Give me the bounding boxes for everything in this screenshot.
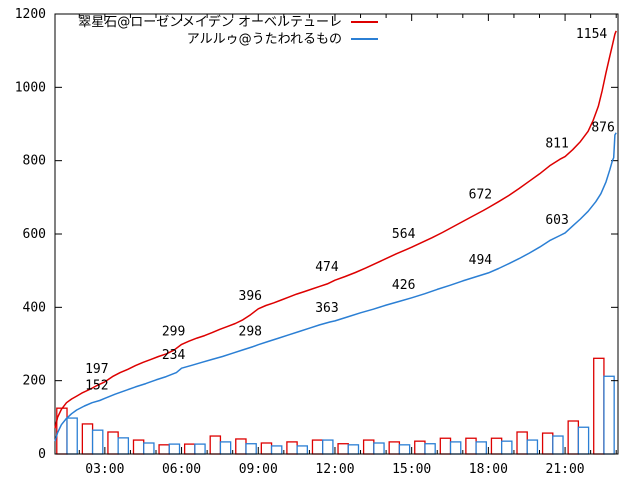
point-label-363: 363 bbox=[315, 301, 338, 316]
x-tick-label: 18:00 bbox=[469, 462, 508, 477]
hourly-bar-red bbox=[593, 357, 605, 455]
point-label-298: 298 bbox=[239, 325, 262, 340]
point-label-152: 152 bbox=[85, 378, 108, 393]
hourly-bar-blue bbox=[66, 417, 78, 455]
hourly-bar-red bbox=[465, 437, 477, 455]
hourly-bar-red bbox=[286, 441, 298, 455]
hourly-bar-blue bbox=[347, 444, 360, 455]
point-label-396: 396 bbox=[239, 289, 262, 304]
y-tick-label: 800 bbox=[23, 154, 46, 169]
legend-line-sample-blue bbox=[351, 37, 378, 40]
x-tick-label: 21:00 bbox=[546, 462, 585, 477]
point-label-876: 876 bbox=[591, 121, 614, 136]
hourly-bar-red bbox=[209, 435, 222, 455]
series-line-blue bbox=[54, 132, 617, 442]
point-label-299: 299 bbox=[162, 324, 185, 339]
hourly-bar-blue bbox=[552, 435, 564, 455]
hourly-bar-blue bbox=[373, 442, 385, 455]
hourly-bar-red bbox=[414, 440, 426, 455]
x-tick-label: 12:00 bbox=[315, 462, 354, 477]
hourly-bar-red bbox=[362, 439, 375, 455]
hourly-bar-blue bbox=[424, 443, 436, 455]
legend-line-sample-red bbox=[351, 20, 378, 23]
hourly-bar-red bbox=[260, 442, 273, 455]
hourly-bar-blue bbox=[117, 437, 130, 455]
legend-row-red: 翠星石@ローゼンメイデン オーベルテューレ bbox=[78, 12, 378, 30]
point-label-234: 234 bbox=[162, 348, 186, 363]
point-label-603: 603 bbox=[545, 213, 568, 228]
y-tick-label: 1000 bbox=[15, 80, 46, 95]
hourly-bar-blue bbox=[398, 444, 411, 455]
y-tick-label: 600 bbox=[23, 227, 46, 242]
hourly-bar-blue bbox=[603, 375, 615, 455]
hourly-bar-red bbox=[81, 423, 94, 455]
hourly-bar-red bbox=[490, 437, 503, 455]
hourly-bar-blue bbox=[449, 441, 462, 455]
point-label-474: 474 bbox=[315, 260, 339, 275]
hourly-bar-red bbox=[158, 444, 170, 455]
y-tick-label: 0 bbox=[38, 447, 46, 462]
hourly-bar-blue bbox=[91, 429, 104, 455]
hourly-bar-blue bbox=[322, 439, 334, 455]
series-line-red bbox=[54, 30, 617, 429]
hourly-bar-red bbox=[311, 439, 324, 455]
hourly-bar-red bbox=[183, 443, 196, 455]
x-tick-label: 15:00 bbox=[392, 462, 431, 477]
hourly-bar-blue bbox=[577, 426, 590, 455]
hourly-bar-red bbox=[107, 431, 119, 455]
hourly-bar-blue bbox=[296, 445, 309, 455]
x-tick-label: 06:00 bbox=[162, 462, 201, 477]
hourly-bar-blue bbox=[168, 443, 181, 455]
point-label-494: 494 bbox=[469, 253, 493, 268]
point-label-426: 426 bbox=[392, 278, 415, 293]
y-tick-label: 400 bbox=[23, 300, 46, 315]
hourly-bar-red bbox=[337, 443, 349, 455]
y-tick-label: 1200 bbox=[15, 7, 46, 22]
legend: 翠星石@ローゼンメイデン オーベルテューレ アルルゥ@うたわれるもの bbox=[78, 12, 378, 47]
hourly-bar-blue bbox=[501, 440, 513, 455]
hourly-bar-blue bbox=[526, 439, 539, 455]
plot-border bbox=[54, 13, 619, 455]
hourly-bar-blue bbox=[143, 442, 155, 455]
hourly-bar-red bbox=[388, 441, 401, 455]
hourly-bar-red bbox=[439, 437, 452, 455]
hourly-bar-red bbox=[132, 439, 145, 455]
hourly-bar-blue bbox=[219, 441, 232, 455]
point-label-197: 197 bbox=[85, 362, 108, 377]
point-label-811: 811 bbox=[545, 137, 568, 152]
hourly-bar-blue bbox=[245, 443, 257, 455]
hourly-bar-red bbox=[567, 420, 580, 455]
point-label-564: 564 bbox=[392, 227, 416, 242]
hourly-bar-red bbox=[235, 438, 247, 455]
legend-label-aruruu: アルルゥ@うたわれるもの bbox=[186, 32, 342, 47]
hourly-bar-blue bbox=[475, 441, 487, 455]
legend-row-blue: アルルゥ@うたわれるもの bbox=[78, 29, 378, 47]
hourly-bar-blue bbox=[270, 445, 283, 455]
x-tick-label: 09:00 bbox=[239, 462, 278, 477]
point-label-1154: 1154 bbox=[576, 27, 607, 42]
legend-label-suiseiseki: 翠星石@ローゼンメイデン オーベルテューレ bbox=[78, 15, 342, 30]
hourly-bar-red bbox=[516, 431, 528, 455]
y-tick-label: 200 bbox=[23, 374, 46, 389]
hourly-bar-red bbox=[541, 432, 554, 455]
hourly-bar-blue bbox=[194, 443, 206, 455]
x-tick-label: 03:00 bbox=[85, 462, 124, 477]
point-label-672: 672 bbox=[469, 188, 492, 203]
